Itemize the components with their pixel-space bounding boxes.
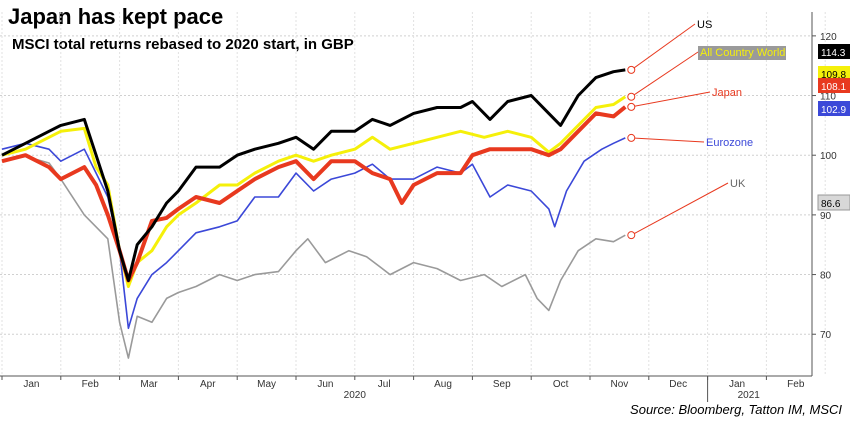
x-tick-label: Oct <box>553 379 569 390</box>
x-tick-label: Jan <box>23 379 39 390</box>
value-tag-label: 108.1 <box>821 82 846 93</box>
value-tag <box>818 66 850 81</box>
value-tag <box>818 78 850 93</box>
y-tick-label: 70 <box>820 330 832 341</box>
y-tick-label: 90 <box>820 211 832 222</box>
y-tick-label: 120 <box>820 32 837 43</box>
year-label: 2021 <box>738 390 761 401</box>
series-label: UK <box>730 178 746 190</box>
source-note: Source: Bloomberg, Tatton IM, MSCI <box>630 402 842 417</box>
series-line-uk <box>1 155 626 359</box>
series-line-us <box>1 68 626 282</box>
series-line-japan <box>1 105 627 283</box>
chart-subtitle: MSCI total returns rebased to 2020 start… <box>12 36 354 53</box>
x-tick-label: Feb <box>82 379 100 390</box>
series-label: Japan <box>712 87 742 99</box>
series-label: All Country World <box>700 47 785 59</box>
year-label: 2020 <box>344 390 367 401</box>
leader-line <box>631 137 705 143</box>
y-tick-label: 100 <box>820 151 837 162</box>
x-tick-label: Jan <box>729 379 745 390</box>
x-tick-label: Sep <box>493 379 511 390</box>
chart-title: Japan has kept pace <box>8 4 224 29</box>
x-tick-label: Jul <box>378 379 391 390</box>
y-tick-label: 80 <box>820 271 832 282</box>
end-marker <box>627 92 636 101</box>
leader-line <box>631 182 729 236</box>
x-tick-label: Aug <box>434 379 452 390</box>
value-tag-label: 109.8 <box>821 70 846 81</box>
x-tick-label: May <box>257 379 276 390</box>
value-tag <box>818 44 850 59</box>
value-tag-label: 86.6 <box>821 199 841 210</box>
x-tick-label: Dec <box>669 379 687 390</box>
end-marker <box>627 102 636 111</box>
x-tick-label: Mar <box>140 379 158 390</box>
label-bg <box>698 46 786 60</box>
end-marker <box>627 65 636 74</box>
series-label: US <box>697 19 712 31</box>
leader-line <box>630 23 696 71</box>
x-tick-label: Nov <box>611 379 629 390</box>
leader-line <box>631 51 699 98</box>
y-tick-label: 110 <box>820 92 836 103</box>
value-tag <box>817 194 850 211</box>
end-marker <box>627 133 636 142</box>
x-tick-label: Jun <box>317 379 333 390</box>
value-tag <box>818 101 850 116</box>
x-tick-label: Apr <box>200 379 216 390</box>
series-label: Eurozone <box>706 137 753 149</box>
value-tag-label: 102.9 <box>821 105 846 116</box>
leader-line <box>631 91 711 108</box>
value-tag-label: 114.3 <box>821 48 846 59</box>
x-tick-label: Feb <box>787 379 805 390</box>
end-marker <box>627 231 636 240</box>
